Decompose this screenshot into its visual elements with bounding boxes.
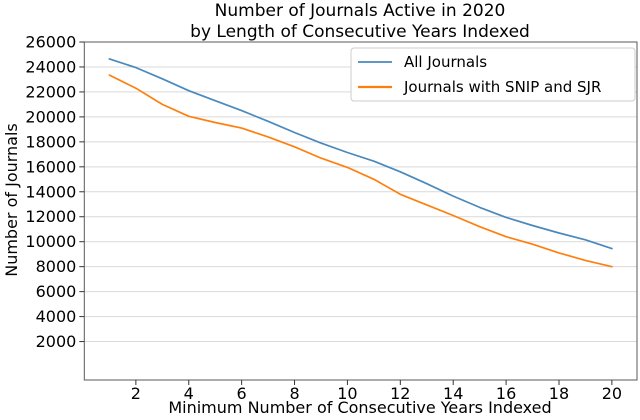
x-axis: 2 4 6 8 10 12 14 16 18 20 [131,380,622,403]
y-tick-label: 4000 [36,307,77,326]
y-tick-label: 8000 [36,257,77,276]
y-tick-label: 22000 [25,82,76,101]
x-tick-label: 18 [549,384,569,403]
x-tick-label: 20 [602,384,622,403]
series-line-1 [108,74,613,268]
y-tick-label: 18000 [25,132,76,151]
y-tick-label: 12000 [25,207,76,226]
y-tick-label: 2000 [36,332,77,351]
chart-title-line-1: Number of Journals Active in 2020 [215,1,506,21]
y-tick-label: 6000 [36,282,77,301]
x-tick-label: 2 [131,384,141,403]
series-line-0 [108,58,613,250]
x-tick-label: 14 [443,384,463,403]
y-axis: 2000 4000 6000 8000 10000 12000 14000 16000 1800… [25,33,85,351]
x-tick-label: 16 [496,384,516,403]
x-tick-label: 8 [289,384,299,403]
legend-label-snip-sjr: Journals with SNIP and SJR [403,78,601,96]
y-tick-label: 10000 [25,232,76,251]
legend: All Journals Journals with SNIP and SJR [350,47,636,102]
plot-lines [108,58,613,268]
legend-box [350,47,636,102]
x-tick-label: 12 [390,384,410,403]
y-tick-label: 16000 [25,157,76,176]
x-tick-label: 6 [237,384,247,403]
x-tick-label: 4 [184,384,194,403]
chart-title-line-2: by Length of Consecutive Years Indexed [190,22,530,42]
y-tick-label: 14000 [25,182,76,201]
y-tick-label: 20000 [25,107,76,126]
x-tick-label: 10 [337,384,357,403]
plot-border [83,41,638,381]
y-axis-label: Number of Journals [2,123,21,277]
y-tick-label: 24000 [25,57,76,76]
legend-label-all-journals: All Journals [404,53,487,71]
x-axis-label: Minimum Number of Consecutive Years Inde… [168,398,551,417]
y-tick-label: 26000 [25,33,76,52]
